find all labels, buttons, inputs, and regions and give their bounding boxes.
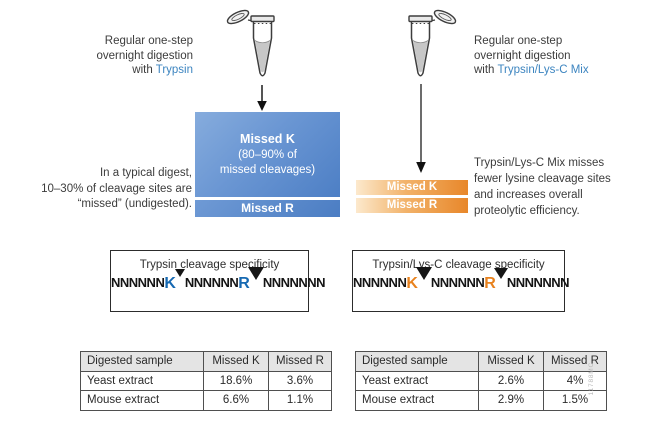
col-header-missed-r: Missed R xyxy=(268,351,332,372)
missed-k-subtitle: (80–90% of xyxy=(238,149,297,161)
trypsin-results-table: Digested sample Missed K Missed R Yeast … xyxy=(80,351,332,411)
trypsin-specificity-box: Trypsin cleavage specificity NNNNNNK NNNN… xyxy=(110,250,326,312)
right-intro-text: Regular one-step overnight digestion wit… xyxy=(474,34,646,78)
missed-r-bar: Missed R xyxy=(356,198,468,213)
cleavage-sequence: NNNNNNK NNNNNNR NNNNNNN xyxy=(111,267,326,293)
arginine-letter: R xyxy=(238,275,250,292)
sequence-n: NNNNNNN xyxy=(262,275,326,290)
right-note-text: Trypsin/Lys-C Mix misses fewer lysine cl… xyxy=(474,157,611,217)
intro-line: Regular one-step xyxy=(474,35,563,47)
intro-line: with Trypsin xyxy=(132,64,193,76)
missed-k-bar: Missed K xyxy=(356,180,468,195)
table-row: Mouse extract 2.9% 1.5% xyxy=(355,390,607,411)
trypsin-lysc-specificity-box: Trypsin/Lys-C cleavage specificity NNNNN… xyxy=(352,250,570,312)
sequence-n: NNNNNNN xyxy=(506,275,570,290)
cleavage-sequence: NNNNNNK NNNNNNR NNNNNNN xyxy=(353,267,570,293)
intro-line: overnight digestion xyxy=(474,49,571,62)
lysine-letter: K xyxy=(406,275,418,292)
sequence-n: NNNNNN xyxy=(353,275,407,290)
col-header-missed-k: Missed K xyxy=(478,351,544,372)
intro-line: overnight digestion xyxy=(96,49,193,62)
sequence-n: NNNNNN xyxy=(111,275,165,290)
col-header-missed-r: Missed R xyxy=(543,351,607,372)
table-header-row: Digested sample Missed K Missed R xyxy=(80,351,332,372)
missed-k-subtitle: missed cleavages) xyxy=(219,164,316,176)
trypsin-lysc-results-table: Digested sample Missed K Missed R Yeast … xyxy=(355,351,607,411)
arginine-letter: R xyxy=(484,275,496,292)
sequence-n: NNNNNN xyxy=(184,275,239,290)
cleavage-site-icon xyxy=(493,268,508,279)
col-header-missed-k: Missed K xyxy=(203,351,269,372)
enzyme-name: Trypsin xyxy=(155,64,193,76)
lysine-letter: K xyxy=(164,275,176,292)
intro-line: Regular one-step xyxy=(104,35,193,47)
intro-line: with Trypsin/Lys-C Mix xyxy=(474,64,589,76)
sequence-n: NNNNNN xyxy=(430,275,485,290)
down-arrow-icon xyxy=(255,85,269,117)
missed-k-box: Missed K (80–90% of missed cleavages) xyxy=(195,112,340,197)
left-note-text: In a typical digest, 10–30% of cleavage … xyxy=(41,167,192,210)
col-header-sample: Digested sample xyxy=(355,351,479,372)
table-row: Yeast extract 2.6% 4% xyxy=(355,370,607,391)
cleavage-site-icon xyxy=(247,267,264,280)
microcentrifuge-tube-icon xyxy=(224,8,288,89)
table-header-row: Digested sample Missed K Missed R xyxy=(355,351,607,372)
microcentrifuge-tube-icon xyxy=(395,8,459,89)
figure-id-watermark: 11788MC xyxy=(588,362,595,396)
missed-r-band: Missed R xyxy=(195,200,340,217)
table-row: Mouse extract 6.6% 1.1% xyxy=(80,390,332,411)
missed-k-label: Missed K xyxy=(240,132,295,146)
specificity-title: Trypsin/Lys-C cleavage specificity xyxy=(372,259,545,271)
table-row: Yeast extract 18.6% 3.6% xyxy=(80,370,332,391)
cleavage-site-icon xyxy=(415,267,432,280)
col-header-sample: Digested sample xyxy=(80,351,204,372)
down-arrow-icon xyxy=(414,84,428,179)
left-intro-text: Regular one-step overnight digestion wit… xyxy=(55,34,193,78)
cleavage-site-icon xyxy=(174,269,185,277)
specificity-title: Trypsin cleavage specificity xyxy=(139,259,280,271)
enzyme-name: Trypsin/Lys-C Mix xyxy=(497,64,589,76)
